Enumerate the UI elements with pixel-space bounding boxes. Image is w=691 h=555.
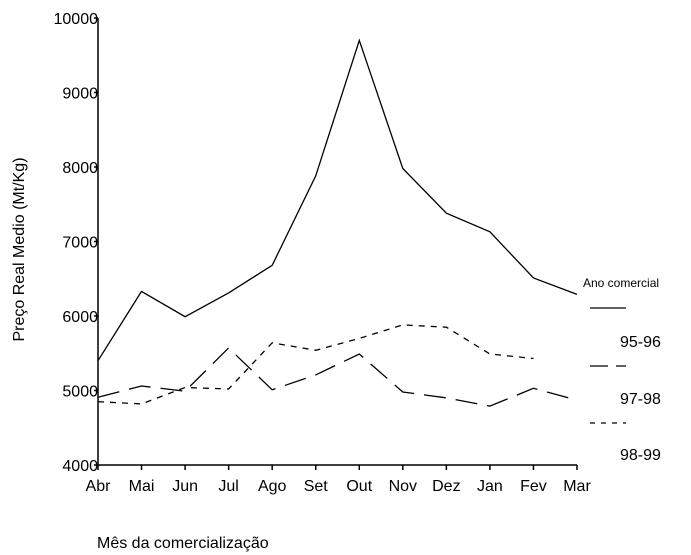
y-tick-label: 5000 xyxy=(62,384,98,401)
chart-legend: Ano comercial 95-96 97-98 98-99 xyxy=(583,276,661,464)
x-tick-label: Dez xyxy=(432,478,460,495)
y-tick-label: 9000 xyxy=(62,86,98,103)
x-tick-label: Set xyxy=(304,478,329,495)
x-tick-label: Ago xyxy=(258,478,287,495)
y-tick-label: 7000 xyxy=(62,235,98,252)
x-tick-label: Jan xyxy=(477,478,503,495)
x-tick-label: Jun xyxy=(172,478,198,495)
y-tick-label: 6000 xyxy=(62,309,98,326)
y-tick-label: 10000 xyxy=(54,11,99,28)
series-line xyxy=(97,38,578,362)
series-97-98 xyxy=(97,347,578,407)
x-tick-label: Mar xyxy=(563,478,591,495)
series-98-99 xyxy=(97,324,534,405)
chart-ticks: 4000 5000 6000 7000 8000 9000 10000 Abr Mai Jun Ju… xyxy=(54,11,592,495)
x-tick-label: Nov xyxy=(389,478,417,495)
series-line xyxy=(97,324,534,405)
x-tick-label: Abr xyxy=(86,478,112,495)
x-tick-label: Jul xyxy=(218,478,238,495)
legend-label-95-96: 95-96 xyxy=(620,334,661,351)
x-tick-label: Fev xyxy=(520,478,547,495)
y-axis-title: Preço Real Medio (Mt/Kg) xyxy=(11,157,28,341)
legend-title: Ano comercial xyxy=(583,276,659,290)
y-tick-label: 8000 xyxy=(62,160,98,177)
series-95-96 xyxy=(97,38,578,362)
legend-label-98-99: 98-99 xyxy=(620,447,661,464)
chart-axes xyxy=(97,18,577,466)
chart-series xyxy=(97,38,578,407)
x-tick-label: Out xyxy=(346,478,372,495)
series-line xyxy=(97,347,578,407)
x-tick-label: Mai xyxy=(129,478,155,495)
legend-label-97-98: 97-98 xyxy=(620,391,661,408)
x-axis-title: Mês da comercialização xyxy=(97,535,269,552)
y-tick-label: 4000 xyxy=(62,458,98,475)
